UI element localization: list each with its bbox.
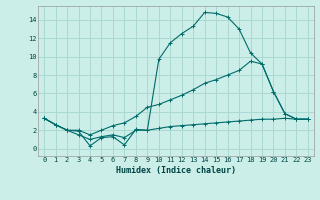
X-axis label: Humidex (Indice chaleur): Humidex (Indice chaleur) <box>116 166 236 175</box>
